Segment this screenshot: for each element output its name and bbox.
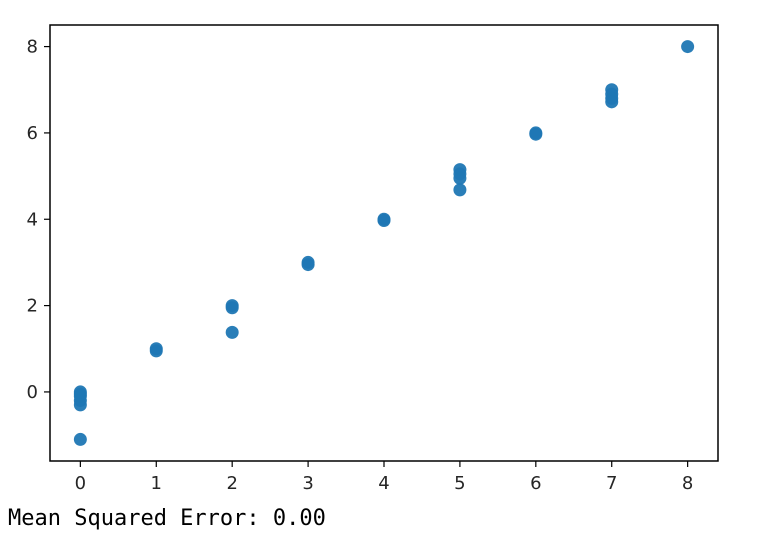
data-point-24 bbox=[605, 95, 619, 109]
mse-output-text: Mean Squared Error: 0.00 bbox=[8, 506, 326, 531]
x-tick-label: 4 bbox=[378, 473, 389, 494]
data-point-18 bbox=[453, 183, 467, 197]
x-tick-label: 7 bbox=[606, 473, 617, 494]
scatter-chart: 0 1 2 3 4 5 6 7 8 0 2 4 6 8 bbox=[27, 24, 719, 494]
data-point-14 bbox=[377, 214, 391, 228]
data-points bbox=[73, 40, 695, 446]
axis-ticks: 0 1 2 3 4 5 6 7 8 0 2 4 6 8 bbox=[27, 37, 694, 494]
data-point-4 bbox=[73, 398, 87, 412]
data-point-9 bbox=[225, 301, 239, 315]
x-tick-label: 0 bbox=[75, 473, 86, 494]
y-tick-label: 4 bbox=[27, 209, 38, 230]
data-point-7 bbox=[149, 344, 163, 358]
data-point-20 bbox=[529, 127, 543, 141]
x-tick-label: 2 bbox=[226, 473, 237, 494]
data-point-5 bbox=[73, 432, 87, 446]
data-point-10 bbox=[225, 325, 239, 339]
data-point-25 bbox=[681, 40, 695, 54]
x-tick-label: 8 bbox=[682, 473, 693, 494]
x-tick-label: 6 bbox=[530, 473, 541, 494]
y-tick-label: 0 bbox=[27, 382, 38, 403]
y-tick-label: 8 bbox=[27, 37, 38, 58]
data-point-17 bbox=[453, 171, 467, 185]
data-point-12 bbox=[301, 258, 315, 272]
x-tick-label: 3 bbox=[302, 473, 313, 494]
y-tick-label: 2 bbox=[27, 296, 38, 317]
x-tick-label: 5 bbox=[454, 473, 465, 494]
axes-frame bbox=[49, 24, 719, 462]
x-tick-label: 1 bbox=[151, 473, 162, 494]
y-tick-label: 6 bbox=[27, 123, 38, 144]
